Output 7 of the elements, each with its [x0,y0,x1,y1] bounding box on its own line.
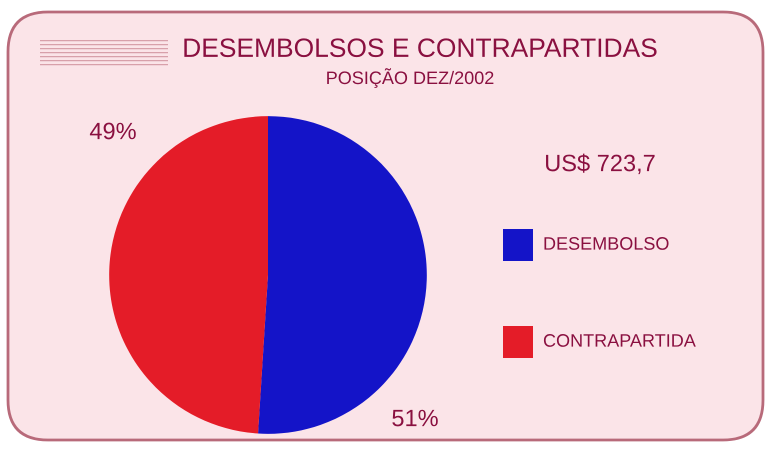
data-label: 49% [90,122,136,140]
legend-label: DESEMBOLSO [544,237,669,250]
legend-label: CONTRAPARTIDA [544,334,696,347]
data-label: 51% [392,410,438,426]
text: US$ 723,7 [546,154,655,174]
chart-title: DESEMBOLSOS E CONTRAPARTIDAS [184,38,657,58]
chart-subtitle: POSIÇÃO DEZ/2002 [327,68,494,88]
